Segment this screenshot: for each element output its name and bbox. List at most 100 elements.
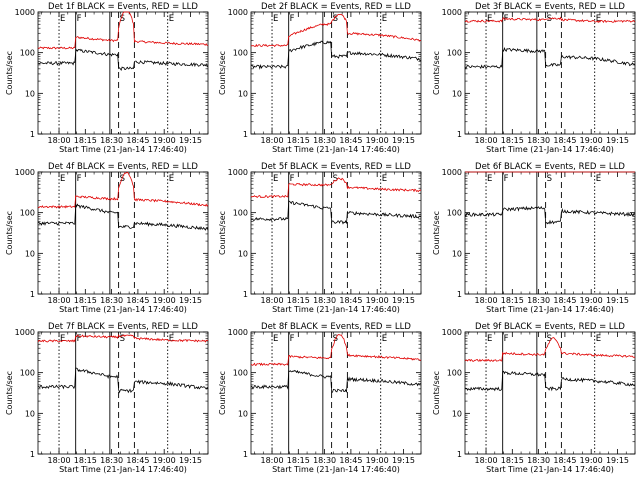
x-tick-label: 18:30	[100, 456, 123, 465]
x-tick-label: 19:00	[366, 456, 389, 465]
x-axis-label: Start Time (21-Jan-14 17:46:40)	[486, 305, 614, 314]
panel-title: Det 9f BLACK = Events, RED = LLD	[475, 322, 625, 332]
x-tick-label: 19:15	[392, 296, 415, 305]
plot-frame	[464, 171, 636, 295]
marker-label-e: E	[487, 334, 492, 344]
x-axis-label: Start Time (21-Jan-14 17:46:40)	[272, 465, 400, 474]
x-tick-label: 18:45	[553, 296, 576, 305]
y-tick-label: 1000	[442, 8, 462, 17]
x-tick-label: 18:15	[287, 296, 310, 305]
x-tick-label: 19:00	[153, 136, 176, 145]
series-lld	[37, 11, 209, 50]
y-axis-label: Counts/sec	[218, 211, 227, 255]
y-tick-label: 1000	[15, 8, 35, 17]
y-tick-label: 100	[233, 209, 248, 218]
series-lld	[37, 171, 209, 209]
panel-det-5: Det 5f BLACK = Events, RED = LLD 1 10 100 10…	[218, 162, 422, 314]
series-events	[250, 199, 422, 225]
x-axis-label: Start Time (21-Jan-14 17:46:40)	[272, 145, 400, 154]
y-tick-label: 1	[457, 130, 462, 139]
y-tick-label: 10	[25, 409, 35, 418]
y-tick-label: 1	[243, 130, 248, 139]
y-tick-label: 100	[447, 369, 462, 378]
marker-label-e: E	[382, 14, 387, 24]
x-tick-label: 18:30	[527, 136, 550, 145]
x-tick-label: 19:15	[392, 136, 415, 145]
y-tick-label: 100	[20, 49, 35, 58]
marker-label-e: E	[273, 334, 278, 344]
x-tick-label: 18:30	[527, 296, 550, 305]
x-tick-label: 18:00	[260, 136, 283, 145]
x-tick-label: 18:00	[47, 136, 70, 145]
marker-label-f: F	[290, 174, 295, 184]
y-tick-label: 100	[233, 369, 248, 378]
y-tick-label: 10	[452, 89, 462, 98]
panel-det-3: Det 3f BLACK = Events, RED = LLD 1 10 100 10…	[432, 2, 636, 154]
x-tick-label: 18:15	[501, 136, 524, 145]
x-tick-label: 18:15	[74, 136, 97, 145]
marker-label-e: E	[273, 14, 278, 24]
marker-label-s: S	[547, 334, 552, 344]
y-axis-label: Counts/sec	[5, 211, 14, 255]
panel-title: Det 6f BLACK = Events, RED = LLD	[475, 162, 625, 172]
marker-label-f: F	[77, 14, 82, 24]
marker-label-f: F	[290, 14, 295, 24]
marker-label-e: E	[382, 334, 387, 344]
y-tick-label: 1	[30, 290, 35, 299]
x-tick-label: 18:15	[287, 136, 310, 145]
y-tick-label: 100	[20, 209, 35, 218]
y-tick-label: 10	[25, 249, 35, 258]
marker-label-f: F	[77, 174, 82, 184]
x-tick-label: 19:15	[179, 296, 202, 305]
plot-frame	[250, 331, 422, 455]
x-axis-label: Start Time (21-Jan-14 17:46:40)	[59, 145, 187, 154]
marker-label-f: F	[504, 334, 509, 344]
panel-title: Det 5f BLACK = Events, RED = LLD	[261, 162, 411, 172]
x-tick-label: 18:30	[313, 456, 336, 465]
x-tick-label: 18:15	[287, 456, 310, 465]
y-axis-label: Counts/sec	[218, 371, 227, 415]
x-tick-label: 18:45	[553, 136, 576, 145]
x-tick-label: 19:15	[606, 136, 629, 145]
marker-label-e: E	[60, 174, 65, 184]
marker-label-s: S	[120, 334, 125, 344]
series-events	[250, 40, 422, 70]
plot-frame	[464, 11, 636, 135]
marker-label-s: S	[333, 14, 338, 24]
x-tick-label: 19:15	[606, 296, 629, 305]
y-tick-label: 100	[20, 369, 35, 378]
x-tick-label: 18:45	[553, 456, 576, 465]
marker-label-e: E	[169, 14, 174, 24]
x-tick-label: 18:30	[100, 296, 123, 305]
panel-det-4: Det 4f BLACK = Events, RED = LLD 1 10 100 10…	[5, 162, 209, 314]
x-tick-label: 18:45	[126, 296, 149, 305]
series-events	[464, 47, 636, 70]
x-tick-label: 18:15	[74, 456, 97, 465]
y-tick-label: 1000	[442, 328, 462, 337]
marker-label-e: E	[60, 14, 65, 24]
y-tick-label: 1000	[15, 328, 35, 337]
panel-title: Det 1f BLACK = Events, RED = LLD	[48, 2, 198, 12]
y-tick-label: 1	[457, 290, 462, 299]
marker-label-e: E	[487, 14, 492, 24]
marker-label-f: F	[290, 334, 295, 344]
marker-label-f: F	[504, 174, 509, 184]
x-tick-label: 19:15	[606, 456, 629, 465]
x-tick-label: 18:45	[339, 456, 362, 465]
x-tick-label: 19:00	[580, 296, 603, 305]
marker-label-e: E	[596, 334, 601, 344]
y-tick-label: 100	[447, 49, 462, 58]
y-tick-label: 10	[452, 249, 462, 258]
x-tick-label: 19:00	[153, 456, 176, 465]
x-tick-label: 18:00	[47, 296, 70, 305]
series-lld	[464, 337, 636, 363]
panel-title: Det 3f BLACK = Events, RED = LLD	[475, 2, 625, 12]
plot-frame	[464, 331, 636, 455]
y-tick-label: 1000	[228, 328, 248, 337]
plot-frame	[37, 171, 209, 295]
marker-label-e: E	[273, 174, 278, 184]
panel-title: Det 4f BLACK = Events, RED = LLD	[48, 162, 198, 172]
x-tick-label: 19:00	[366, 136, 389, 145]
y-axis-label: Counts/sec	[5, 51, 14, 95]
series-events	[37, 48, 209, 72]
